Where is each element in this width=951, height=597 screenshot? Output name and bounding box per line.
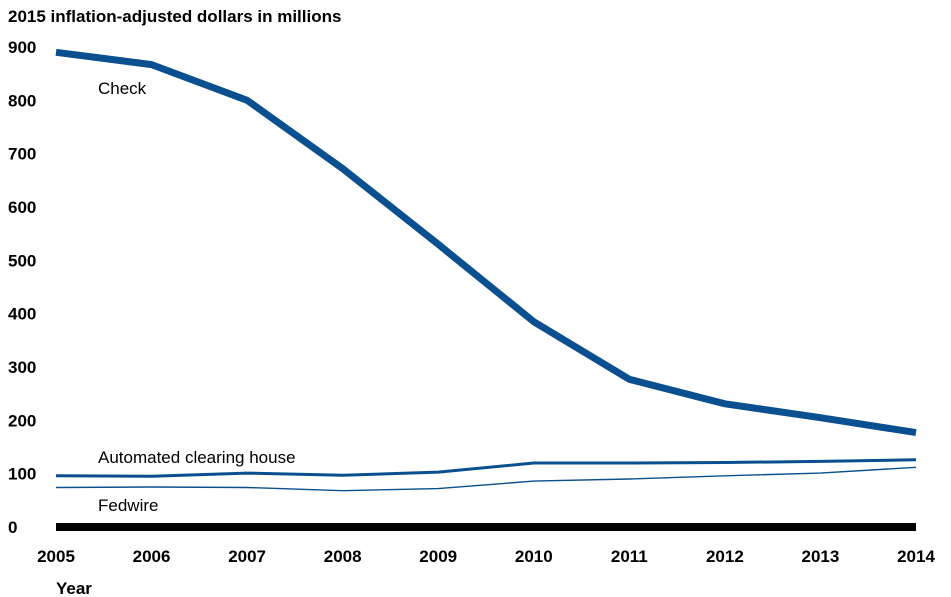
x-tick-labels: 2005 2006 2007 2008 2009 2010 2011 2012 2013 2014 bbox=[37, 547, 935, 566]
series-line-automated-clearing-house bbox=[55, 458, 917, 478]
x-tick-label: 2012 bbox=[706, 547, 744, 566]
y-tick-label: 0 bbox=[8, 518, 17, 537]
x-tick-label: 2014 bbox=[897, 547, 935, 566]
y-tick-label: 600 bbox=[8, 198, 36, 217]
y-tick-labels: 0 100 200 300 400 500 600 700 800 900 bbox=[8, 38, 36, 537]
y-tick-label: 500 bbox=[8, 251, 36, 270]
x-tick-label: 2006 bbox=[133, 547, 171, 566]
x-tick-label: 2008 bbox=[324, 547, 362, 566]
y-tick-label: 200 bbox=[8, 411, 36, 430]
series-label: Automated clearing house bbox=[98, 448, 296, 467]
y-tick-label: 700 bbox=[8, 145, 36, 164]
y-tick-label: 300 bbox=[8, 358, 36, 377]
series-labels: Check Automated clearing house Fedwire bbox=[98, 79, 296, 515]
series-line-check bbox=[55, 48, 917, 437]
series-label: Check bbox=[98, 79, 147, 98]
x-tick-label: 2009 bbox=[419, 547, 457, 566]
x-tick-label: 2007 bbox=[228, 547, 266, 566]
x-tick-label: 2011 bbox=[611, 547, 648, 566]
series-lines bbox=[55, 48, 917, 492]
x-axis-title: Year bbox=[56, 579, 92, 597]
y-tick-label: 100 bbox=[8, 465, 36, 484]
y-tick-label: 800 bbox=[8, 91, 36, 110]
y-tick-label: 400 bbox=[8, 305, 36, 324]
x-tick-label: 2013 bbox=[802, 547, 840, 566]
x-tick-label: 2005 bbox=[37, 547, 75, 566]
series-label: Fedwire bbox=[98, 496, 158, 515]
y-axis-title: 2015 inflation-adjusted dollars in milli… bbox=[8, 7, 341, 26]
y-tick-label: 900 bbox=[8, 38, 36, 57]
series-line-fedwire bbox=[55, 466, 917, 492]
x-tick-label: 2010 bbox=[515, 547, 553, 566]
